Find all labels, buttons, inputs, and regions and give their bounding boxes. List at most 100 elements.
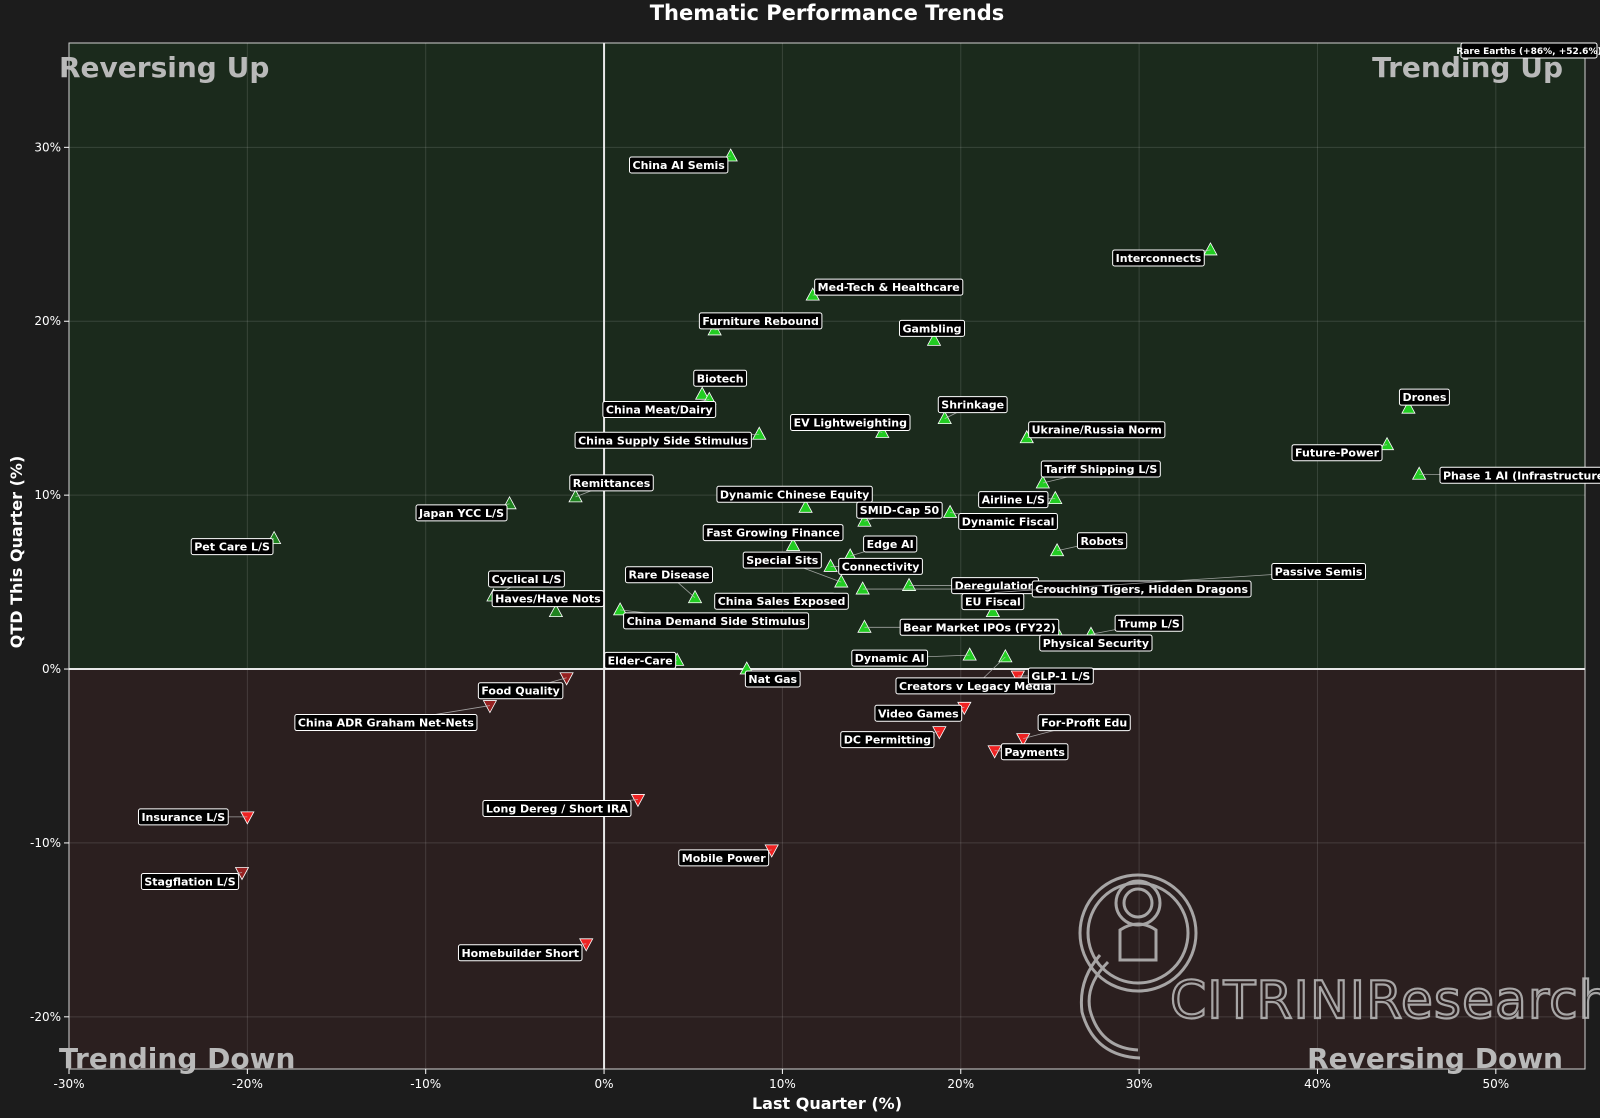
point-label-box — [851, 649, 929, 667]
point-label: Airline L/S — [978, 491, 1049, 509]
data-marker — [1048, 490, 1063, 505]
point-label: Homebuilder Short — [457, 944, 583, 962]
point-label-text: China Demand Side Stimulus — [627, 615, 806, 628]
point-label-box — [569, 474, 654, 492]
point-label-text: China AI Semis — [633, 159, 726, 172]
point-label-text: Elder-Care — [608, 654, 673, 667]
point-label-box — [625, 566, 713, 584]
point-label-text: Video Games — [878, 707, 959, 720]
point-label-text: Tariff Shipping L/S — [1044, 463, 1157, 476]
data-marker — [901, 577, 917, 591]
y-tick-label: 20% — [34, 314, 61, 328]
y-tick-label: 30% — [34, 140, 61, 154]
point-label-box — [1114, 614, 1184, 632]
y-tick-label: -10% — [30, 836, 61, 850]
data-marker — [1203, 242, 1218, 256]
point-label-box — [1040, 460, 1161, 478]
data-marker — [785, 537, 801, 551]
point-label: China AI Semis — [629, 156, 729, 174]
point-label: Food Quality — [477, 682, 564, 700]
point-label-text: Drones — [1402, 391, 1446, 404]
point-label-text: Dynamic Fiscal — [962, 516, 1055, 529]
point-label-box — [693, 369, 748, 387]
point-label-text: Nat Gas — [748, 673, 797, 686]
point-label-box — [1439, 466, 1600, 484]
point-label: Special Sits — [742, 551, 822, 569]
point-label-box — [1076, 532, 1128, 550]
point-label-box — [477, 682, 564, 700]
point-label-box — [874, 704, 963, 722]
point-label: Med-Tech & Healthcare — [814, 278, 964, 296]
point-label-text: China Meat/Dairy — [606, 403, 713, 416]
data-marker — [548, 603, 564, 618]
point-label: Shrinkage — [937, 396, 1008, 414]
data-marker — [1010, 670, 1026, 684]
point-label-box — [838, 557, 923, 575]
data-marker — [798, 499, 813, 513]
point-label-box — [140, 872, 240, 890]
point-label: Interconnects — [1112, 249, 1205, 267]
offchart-note: Rare Earths (+86%, +52.6%) — [1456, 42, 1600, 59]
quadrant-top-left: Reversing Up — [59, 51, 269, 84]
point-label-text: Homebuilder Short — [461, 947, 579, 960]
zero-axes — [69, 43, 1585, 1069]
point-label-box — [961, 593, 1025, 611]
point-label: Japan YCC L/S — [415, 504, 508, 522]
point-label: Mobile Power — [678, 849, 770, 867]
x-tick-label: -30% — [53, 1077, 84, 1091]
point-label: Long Dereg / Short IRA — [482, 799, 632, 817]
point-label: Haves/Have Nots — [491, 590, 605, 608]
point-label-box — [698, 312, 823, 330]
point-label-text: Connectivity — [842, 560, 920, 573]
point-label-text: Long Dereg / Short IRA — [486, 802, 629, 815]
point-label-text: Interconnects — [1116, 252, 1202, 265]
point-label: GLP-1 L/S — [1027, 667, 1094, 685]
point-label: Bear Market IPOs (FY22) — [899, 618, 1060, 636]
point-label-text: GLP-1 L/S — [1031, 670, 1090, 683]
point-label: China Sales Exposed — [714, 592, 849, 610]
point-label: Cyclical L/S — [488, 570, 565, 588]
point-label: Biotech — [693, 369, 748, 387]
point-label: China Meat/Dairy — [602, 400, 717, 418]
data-marker — [937, 410, 952, 425]
point-label-text: Passive Semis — [1275, 566, 1363, 579]
point-label-box — [1037, 714, 1131, 732]
point-label: Dynamic Chinese Equity — [716, 485, 873, 503]
point-label-text: Creators v Legacy Media — [899, 680, 1052, 693]
point-label-text: Phase 1 AI (Infrastructure) — [1443, 469, 1600, 482]
data-marker — [998, 649, 1013, 663]
x-tick-label: 40% — [1304, 1077, 1331, 1091]
point-label-text: Bear Market IPOs (FY22) — [903, 621, 1056, 634]
point-label-text: EU Fiscal — [965, 596, 1021, 609]
point-label-text: Crouching Tigers, Hidden Dragons — [1035, 583, 1248, 596]
point-label: Insurance L/S — [137, 808, 229, 826]
point-label-text: Dynamic Chinese Equity — [720, 488, 869, 501]
point-label: Dynamic Fiscal — [958, 513, 1058, 531]
data-marker — [987, 745, 1002, 759]
point-label-box — [702, 524, 844, 542]
data-marker — [694, 386, 710, 400]
point-label-box — [1112, 249, 1205, 267]
point-label-text: Mobile Power — [682, 852, 766, 865]
point-label-box — [1291, 444, 1383, 462]
point-label: Phase 1 AI (Infrastructure) — [1439, 466, 1600, 484]
point-label-box — [415, 504, 508, 522]
plot-bottom-half — [69, 669, 1585, 1069]
point-label-box — [623, 612, 810, 630]
point-label-box — [814, 278, 964, 296]
x-tick-label: -20% — [232, 1077, 263, 1091]
point-label-text: Special Sits — [746, 554, 819, 567]
point-label-box — [1271, 563, 1366, 581]
point-label-text: Payments — [1004, 746, 1065, 759]
data-marker — [1379, 436, 1395, 451]
point-label-box — [899, 618, 1060, 636]
axis-ticks: -30% -20% -10% 0% 10% 20% 30% 40% 50% -20% -10% 0% 1… — [30, 140, 1509, 1091]
x-tick-label: 20% — [947, 1077, 974, 1091]
x-axis-title: Last Quarter (%) — [752, 1094, 902, 1113]
point-label-text: Physical Security — [1043, 637, 1149, 650]
data-marker — [855, 581, 870, 595]
data-marker — [612, 602, 628, 616]
point-label: Connectivity — [838, 557, 923, 575]
point-label-text: Rare Disease — [629, 569, 710, 582]
